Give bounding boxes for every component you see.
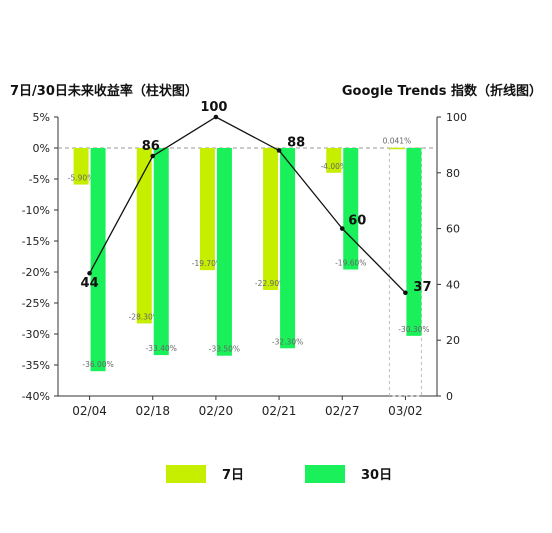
bar-7d xyxy=(326,148,342,173)
y-left-tick-label: -10% xyxy=(22,204,50,217)
y-left-tick-label: -5% xyxy=(29,173,50,186)
chart-title-right: Google Trends 指数（折线图） xyxy=(341,84,542,99)
x-tick-label: 02/27 xyxy=(325,404,360,418)
legend-swatch-7d xyxy=(166,464,206,483)
legend-item-30d: 30日 xyxy=(305,464,392,483)
bar-value-label: -33.50% xyxy=(209,345,240,354)
bar-30d xyxy=(406,148,422,336)
trend-point xyxy=(339,226,345,231)
bar-value-label: -22.90% xyxy=(255,279,286,288)
bar-value-label: -33.40% xyxy=(146,344,177,353)
y-left-tick-label: -40% xyxy=(22,390,50,403)
bar-value-label: -5.90% xyxy=(68,174,95,183)
trend-point-label: 37 xyxy=(413,280,431,295)
bar-7d xyxy=(389,147,405,150)
bar-30d xyxy=(90,148,106,372)
x-tick-label: 02/21 xyxy=(262,404,297,418)
y-left-tick-label: 5% xyxy=(33,111,50,124)
bar-value-label: -4.00% xyxy=(320,162,347,171)
legend-label-30d: 30日 xyxy=(361,468,393,483)
y-left-tick-label: -30% xyxy=(22,328,50,341)
trend-point-label: 60 xyxy=(348,214,366,229)
bar-30d xyxy=(280,148,296,349)
bar-7d xyxy=(136,148,152,324)
trend-point xyxy=(150,153,156,159)
trend-point xyxy=(403,290,408,296)
bar-value-label: -36.00% xyxy=(82,360,113,369)
y-left-tick-label: -25% xyxy=(22,297,50,310)
trend-point-label: 86 xyxy=(142,139,160,154)
y-left-tick-label: 0% xyxy=(33,142,50,155)
bar-value-label: 0.041% xyxy=(383,137,412,146)
bar-30d xyxy=(216,148,232,356)
x-tick-label: 02/04 xyxy=(72,404,107,418)
bar-value-label: -19.60% xyxy=(335,259,366,268)
x-tick-label: 02/18 xyxy=(135,404,170,418)
bar-7d xyxy=(199,148,215,271)
y-right-tick-label: 80 xyxy=(446,167,460,180)
y-left-tick-label: -20% xyxy=(22,266,50,279)
trend-point xyxy=(276,148,282,153)
trend-point xyxy=(87,270,92,276)
trend-point xyxy=(213,114,219,120)
chart-title-left: 7日/30日未来收益率（柱状图） xyxy=(10,84,198,99)
trend-line xyxy=(89,116,406,294)
legend-swatch-30d xyxy=(305,464,345,483)
trend-point-label: 100 xyxy=(200,100,227,115)
x-tick-label: 03/02 xyxy=(388,404,423,418)
x-tick-label: 02/20 xyxy=(199,404,234,418)
y-left-tick-label: -15% xyxy=(22,235,50,248)
y-left-tick-label: -35% xyxy=(22,359,50,372)
bar-7d xyxy=(73,148,89,185)
bar-7d xyxy=(263,148,279,290)
bar-value-label: -19.70% xyxy=(192,259,223,268)
y-right-tick-label: 0 xyxy=(446,390,453,403)
legend-item-7d: 7日 xyxy=(166,464,244,483)
y-right-tick-label: 60 xyxy=(446,223,460,236)
y-right-tick-label: 100 xyxy=(446,111,467,124)
bar-30d xyxy=(343,148,359,270)
bar-value-label: -28.30% xyxy=(129,312,160,321)
y-right-tick-label: 40 xyxy=(446,278,460,291)
trend-point-label: 44 xyxy=(81,276,99,291)
legend-label-7d: 7日 xyxy=(222,468,245,483)
bar-value-label: -32.30% xyxy=(272,337,303,346)
y-right-tick-label: 20 xyxy=(446,334,460,347)
trend-point-label: 88 xyxy=(287,135,305,150)
bar-value-label: -30.30% xyxy=(398,325,429,334)
bar-30d xyxy=(153,148,169,356)
